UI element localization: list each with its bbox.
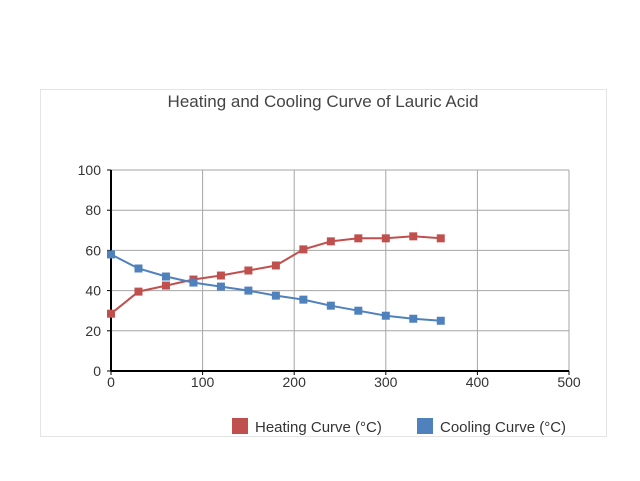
legend-swatch-1	[417, 418, 433, 434]
series-1-point-1	[134, 264, 143, 273]
x-tick-label-5: 500	[557, 374, 581, 390]
series-0-point-0	[107, 309, 115, 318]
series-1-point-2	[161, 272, 170, 281]
series-0-point-11	[409, 232, 418, 241]
tick-labels: 0 20 40 60 80 100 0 100 200 300 400 500	[78, 162, 581, 390]
series-0-point-10	[381, 234, 390, 243]
series-1-point-11	[409, 314, 418, 323]
series-1-point-9	[354, 306, 363, 315]
series-0-point-6	[271, 261, 280, 270]
y-tick-label-5: 100	[78, 162, 102, 178]
axes	[107, 169, 570, 375]
chart-title: Heating and Cooling Curve of Lauric Acid	[168, 92, 479, 111]
series-0-point-5	[244, 266, 253, 275]
series	[107, 232, 445, 325]
series-1-point-5	[244, 286, 253, 295]
series-0-point-12	[436, 234, 445, 243]
series-1	[107, 250, 445, 325]
series-0-point-2	[161, 281, 170, 290]
series-1-point-0	[107, 250, 115, 259]
x-tick-label-0: 0	[107, 374, 115, 390]
series-1-point-3	[189, 278, 198, 287]
series-1-point-10	[381, 311, 390, 320]
chart-frame	[40, 89, 607, 437]
legend-label-1: Cooling Curve (°C)	[440, 419, 566, 436]
series-0-point-4	[216, 271, 225, 280]
series-0-point-8	[326, 237, 335, 246]
legend-label-0: Heating Curve (°C)	[255, 419, 382, 436]
y-tick-label-4: 80	[85, 202, 101, 218]
x-tick-label-2: 200	[283, 374, 307, 390]
series-1-point-4	[216, 282, 225, 291]
x-tick-label-1: 100	[191, 374, 215, 390]
y-tick-label-3: 60	[85, 242, 101, 258]
series-0-point-9	[354, 234, 363, 243]
legend: Heating Curve (°C) Cooling Curve (°C)	[232, 418, 566, 436]
x-tick-label-3: 300	[374, 374, 398, 390]
series-1-point-7	[299, 295, 308, 304]
y-tick-label-1: 20	[85, 323, 101, 339]
series-1-point-12	[436, 316, 445, 325]
series-0-point-1	[134, 287, 143, 296]
series-0-point-7	[299, 245, 308, 254]
y-tick-label-2: 40	[85, 283, 101, 299]
y-tick-label-0: 0	[93, 363, 101, 379]
legend-swatch-0	[232, 418, 248, 434]
x-tick-label-4: 400	[466, 374, 490, 390]
series-1-point-8	[326, 301, 335, 310]
grid	[111, 169, 570, 371]
series-1-point-6	[271, 291, 280, 300]
